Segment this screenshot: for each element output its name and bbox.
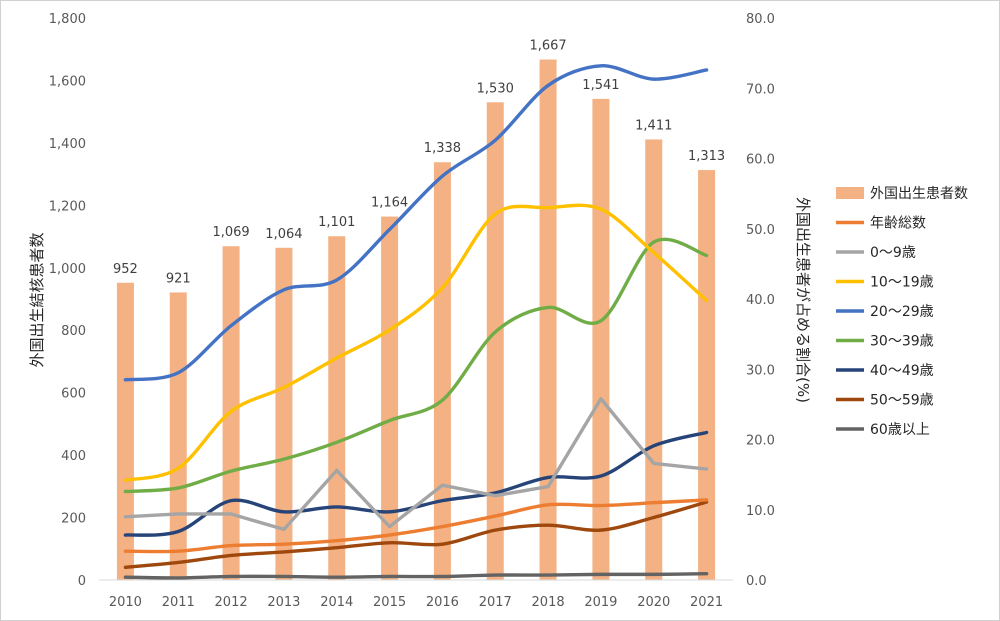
line-series-4 xyxy=(123,64,709,382)
x-axis-tick-label: 2012 xyxy=(215,595,248,610)
bar xyxy=(433,162,451,580)
bar xyxy=(169,292,187,580)
legend-label: 外国出生患者数 xyxy=(870,186,968,202)
bar-data-label: 921 xyxy=(166,271,191,286)
x-axis-tick-label: 2016 xyxy=(426,595,459,610)
bar xyxy=(486,102,504,581)
bar-data-label: 952 xyxy=(113,262,138,277)
bar xyxy=(381,216,399,580)
right-axis-tick-label: 40.0 xyxy=(746,293,775,308)
bar-data-label: 1,101 xyxy=(318,215,355,230)
left-axis-tick-label: 1,400 xyxy=(49,137,86,152)
bar xyxy=(539,59,557,580)
bar-data-label: 1,164 xyxy=(371,196,408,211)
bar-data-label: 1,313 xyxy=(688,149,725,164)
x-axis-tick-label: 2019 xyxy=(584,595,617,610)
legend-label: 60歳以上 xyxy=(870,422,930,438)
right-axis-tick-label: 10.0 xyxy=(746,504,775,519)
x-axis-tick-label: 2020 xyxy=(637,595,670,610)
left-axis-tick-label: 1,200 xyxy=(49,199,86,214)
legend-label: 20〜29歳 xyxy=(870,304,934,320)
x-axis-tick-label: 2015 xyxy=(373,595,406,610)
x-axis-tick-label: 2011 xyxy=(162,595,195,610)
left-axis-tick-label: 200 xyxy=(61,512,86,527)
right-axis-tick-label: 80.0 xyxy=(746,12,775,27)
right-axis-tick-label: 0.0 xyxy=(746,574,767,589)
left-axis-title: 外国出生結核患者数 xyxy=(28,232,46,367)
right-axis-tick-label: 70.0 xyxy=(746,82,775,97)
right-axis-title: 外国出生患者が占める割合(%) xyxy=(794,197,812,403)
x-axis-tick-label: 2021 xyxy=(690,595,723,610)
left-axis-tick-label: 1,600 xyxy=(49,74,86,89)
bar xyxy=(645,139,663,580)
left-axis-tick-label: 1,800 xyxy=(49,12,86,27)
x-axis-tick-label: 2013 xyxy=(267,595,300,610)
left-axis-tick-label: 400 xyxy=(61,449,86,464)
x-axis-tick-label: 2018 xyxy=(532,595,565,610)
legend-label: 10〜19歳 xyxy=(870,275,934,291)
left-axis-tick-label: 800 xyxy=(61,324,86,339)
right-axis-tick-label: 50.0 xyxy=(746,223,775,238)
line-series-6 xyxy=(123,430,709,537)
legend-label: 0〜9歳 xyxy=(870,245,916,261)
x-axis-tick-label: 2010 xyxy=(109,595,142,610)
bar-data-label: 1,064 xyxy=(265,227,302,242)
bar-data-label: 1,069 xyxy=(212,225,249,240)
bar xyxy=(328,236,346,580)
line-series-5 xyxy=(123,237,709,494)
line-series-7 xyxy=(123,500,709,570)
line-series-2 xyxy=(123,397,709,532)
bar-data-label: 1,541 xyxy=(582,78,619,93)
legend-label: 40〜49歳 xyxy=(870,363,934,379)
line-series-3 xyxy=(123,203,709,482)
bar xyxy=(116,282,134,580)
legend-label: 30〜39歳 xyxy=(870,334,934,350)
left-axis-tick-label: 600 xyxy=(61,387,86,402)
line-series-1 xyxy=(123,498,709,554)
legend-label: 50〜59歳 xyxy=(870,393,934,409)
x-axis-tick-label: 2014 xyxy=(320,595,353,610)
left-axis-tick-label: 1,000 xyxy=(49,262,86,277)
legend-swatch-bar xyxy=(836,187,864,199)
bar-data-label: 1,338 xyxy=(424,141,461,156)
left-axis-tick-label: 0 xyxy=(78,574,86,589)
right-axis-tick-label: 30.0 xyxy=(746,363,775,378)
bar-data-label: 1,667 xyxy=(529,39,566,54)
x-axis-tick-label: 2017 xyxy=(479,595,512,610)
line-series-8 xyxy=(123,571,709,580)
bar xyxy=(275,247,293,580)
bar-data-label: 1,530 xyxy=(477,81,514,96)
right-axis-tick-label: 20.0 xyxy=(746,434,775,449)
bar xyxy=(698,170,716,580)
bar-data-label: 1,411 xyxy=(635,118,672,133)
bar xyxy=(592,98,610,581)
legend-label: 年齢総数 xyxy=(870,216,926,232)
right-axis-tick-label: 60.0 xyxy=(746,153,775,168)
